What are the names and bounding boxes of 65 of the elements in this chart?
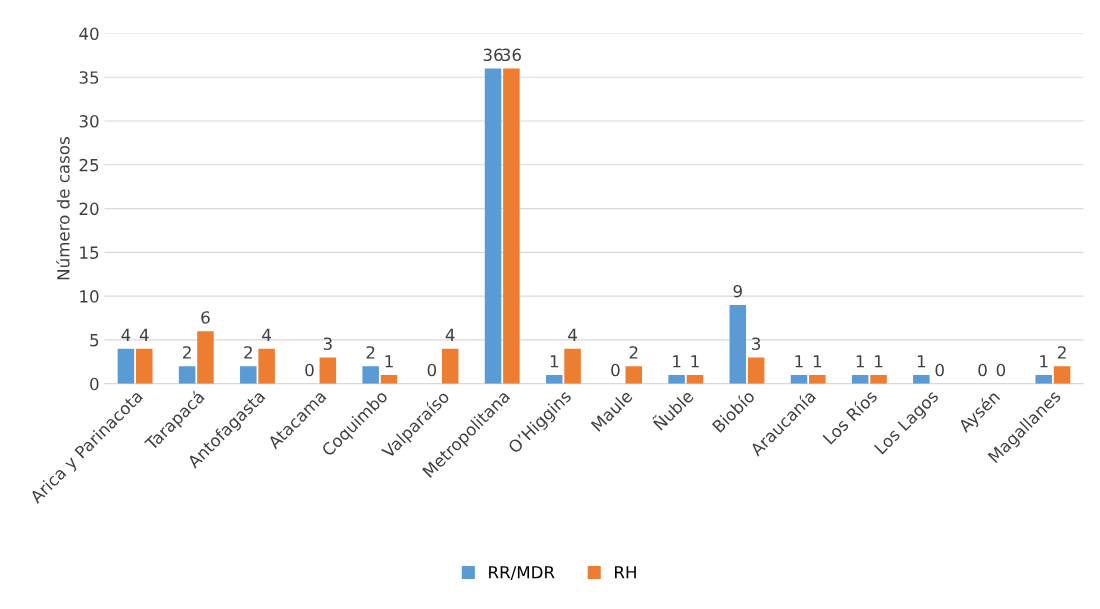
data-label: 36: [502, 48, 521, 62]
data-label: 0: [935, 363, 944, 377]
data-label: 4: [568, 328, 577, 342]
data-label: 1: [917, 355, 926, 368]
bar: [564, 348, 581, 384]
data-label: 0: [996, 363, 1006, 377]
data-label: 3: [752, 337, 761, 351]
data-label: 4: [445, 328, 455, 342]
data-label: 1: [1040, 355, 1048, 368]
y-tick-label: 25: [79, 158, 99, 172]
data-label: 2: [366, 346, 375, 359]
bar: [240, 366, 257, 384]
data-label: 1: [856, 355, 864, 368]
bar: [117, 348, 135, 384]
data-label: 2: [244, 346, 252, 359]
data-label: 1: [673, 355, 681, 368]
data-label: 0: [978, 363, 987, 377]
bar: [503, 68, 520, 384]
y-tick-label: 15: [80, 246, 99, 259]
y-axis-title: Número de casos: [56, 137, 70, 280]
bar: [913, 374, 930, 384]
bar: [625, 366, 643, 384]
data-label: 9: [733, 284, 742, 298]
bar: [747, 357, 765, 384]
bar: [319, 357, 337, 384]
data-label: 2: [183, 346, 191, 359]
data-label: 4: [139, 328, 149, 342]
y-tick-label: 0: [90, 377, 99, 391]
data-label: 36: [483, 48, 503, 62]
data-label: 1: [813, 355, 822, 368]
bar: [362, 366, 379, 384]
bar: [668, 374, 685, 384]
bar: [136, 348, 153, 384]
bar: [484, 68, 502, 384]
bar: [809, 374, 826, 384]
bar: [178, 366, 196, 384]
bar: [258, 348, 275, 384]
bar: [197, 331, 214, 384]
data-label: 0: [427, 363, 437, 377]
data-label: 4: [121, 328, 131, 342]
y-tick-label: 35: [79, 71, 99, 84]
y-tick-label: 5: [90, 334, 99, 347]
y-tick-label: 40: [79, 27, 99, 41]
data-label: 1: [875, 355, 883, 368]
data-label: 2: [629, 346, 638, 359]
y-tick-label: 10: [80, 290, 99, 303]
data-label: 0: [305, 363, 314, 377]
data-label: 1: [691, 355, 699, 368]
y-tick-label: 20: [79, 202, 99, 216]
bar: [1053, 366, 1071, 384]
legend-label: RR/MDR: [489, 566, 555, 580]
data-label: 0: [611, 363, 620, 377]
data-label: 1: [385, 355, 393, 368]
data-label: 3: [323, 337, 332, 351]
bar: [870, 374, 887, 384]
legend-label: RH: [615, 566, 636, 579]
bar: [441, 348, 459, 384]
data-label: 1: [795, 355, 803, 368]
data-label: 6: [201, 311, 210, 324]
data-label: 1: [550, 355, 558, 368]
data-label: 4: [262, 328, 272, 342]
y-tick-label: 30: [79, 115, 99, 128]
bar: [1035, 374, 1052, 384]
bar: [729, 304, 747, 384]
data-label: 2: [1058, 346, 1066, 359]
